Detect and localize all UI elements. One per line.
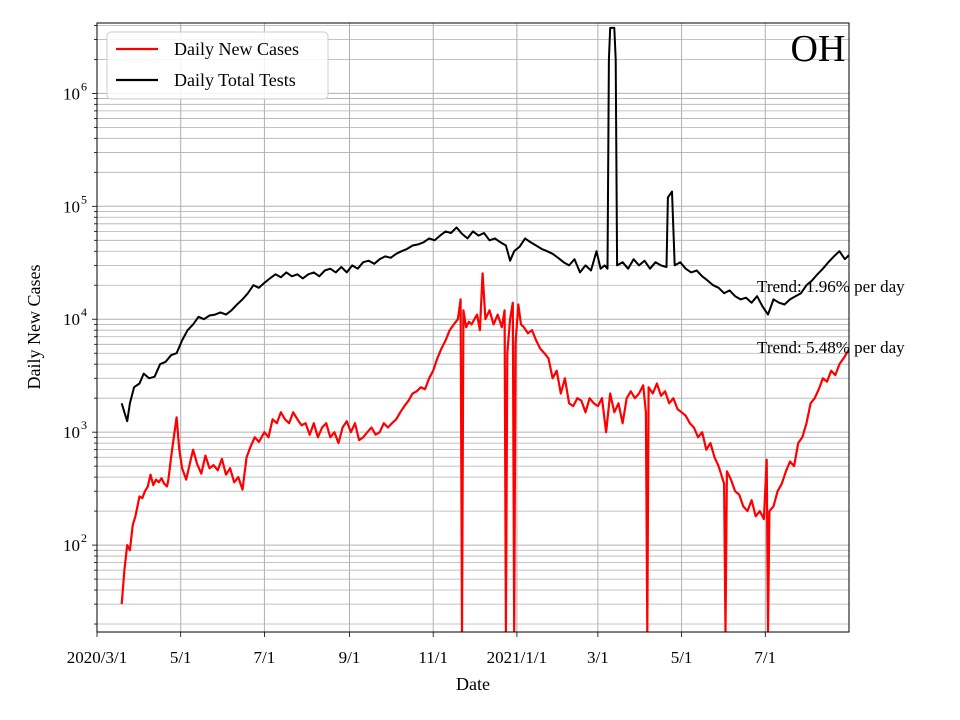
y-tick-exponent: 6 [81,79,87,93]
y-tick-label: 10 [63,84,80,103]
x-tick-label: 7/1 [254,648,276,667]
trend-annotation: Trend: 5.48% per day [757,338,905,357]
plot-frame [96,22,850,633]
y-tick-label: 10 [63,197,80,216]
series-line-1 [120,26,849,423]
x-axis-label: Date [456,674,490,694]
y-tick-exponent: 3 [81,418,87,432]
x-tick-label: 9/1 [339,648,361,667]
chart-title: OH [791,28,846,70]
x-tick-label: 3/1 [587,648,609,667]
legend-label: Daily New Cases [174,39,299,59]
legend-box [106,31,329,100]
x-tick-label: 5/1 [170,648,192,667]
x-tick-label: 5/1 [671,648,693,667]
legend: Daily New Cases Daily Total Tests [106,31,329,100]
y-tick-exponent: 4 [81,305,87,319]
plot-series [120,26,849,632]
annotations: Trend: 1.96% per day Trend: 5.48% per day [757,277,905,357]
trend-annotation: Trend: 1.96% per day [757,277,905,296]
y-tick-label: 10 [63,536,80,555]
series-line-0 [120,272,849,632]
y-axis-label: Daily New Cases [24,265,44,390]
y-tick-exponent: 2 [81,531,87,545]
y-tick-exponent: 5 [81,192,87,206]
y-tick-label: 10 [63,310,80,329]
x-tick-label: 2020/3/1 [67,648,127,667]
x-tick-label: 11/1 [418,648,448,667]
x-tick-label: 2021/1/1 [487,648,547,667]
y-tick-label: 10 [63,423,80,442]
x-tick-label: 7/1 [754,648,776,667]
grid [96,23,849,632]
legend-label: Daily Total Tests [174,70,296,90]
